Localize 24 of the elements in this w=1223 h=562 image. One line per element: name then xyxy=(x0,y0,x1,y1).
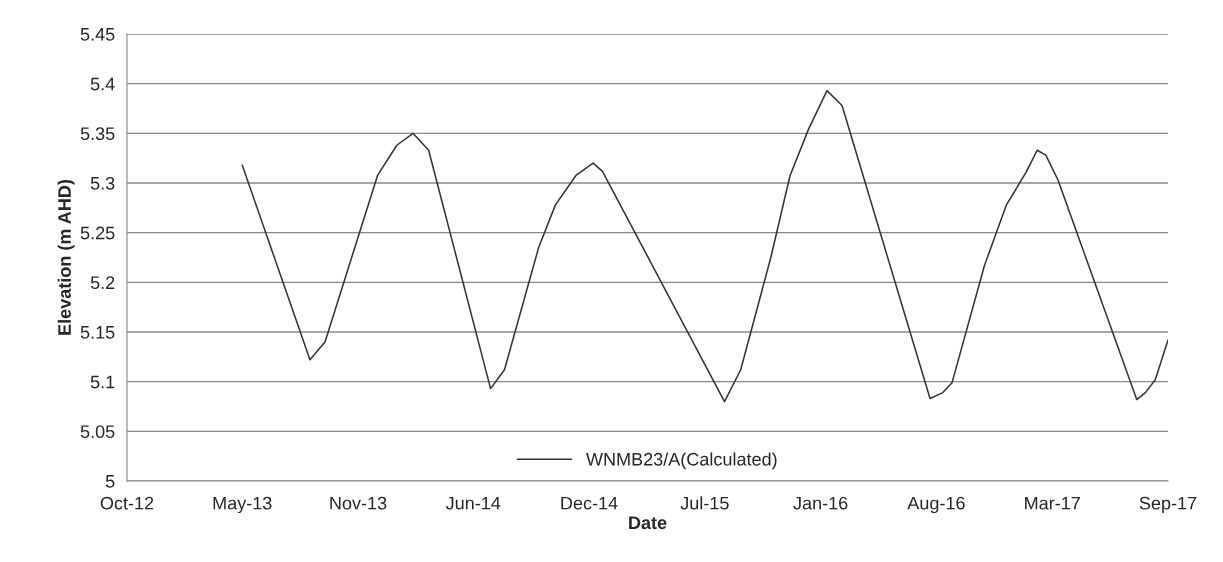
x-tick-label: May-13 xyxy=(213,496,272,514)
x-tick-label: Sep-17 xyxy=(1139,496,1197,514)
x-tick-label: Mar-17 xyxy=(1025,496,1080,510)
y-tick-label: 5.2 xyxy=(90,276,115,290)
x-tick-label: Aug-16 xyxy=(907,496,965,514)
x-axis-title: Date xyxy=(629,516,667,530)
x-tick-label: Oct-12 xyxy=(100,496,154,510)
x-tick-label: Jan-16 xyxy=(793,496,848,510)
y-axis-title: Elevation (m AHD) xyxy=(57,179,75,335)
line-series xyxy=(241,89,1168,403)
x-tick-label: Dec-14 xyxy=(561,496,618,510)
y-tick-label: 5.35 xyxy=(80,127,115,141)
y-tick-label: 5.1 xyxy=(90,375,115,389)
y-tick-label: 5.3 xyxy=(90,176,115,190)
x-tick-label: Nov-13 xyxy=(330,496,387,510)
y-tick-label: 5 xyxy=(105,475,115,488)
y-tick-label: 5.4 xyxy=(90,77,115,91)
y-tick-label: 5.15 xyxy=(80,326,115,339)
x-tick-label: Jul-15 xyxy=(680,496,729,510)
x-tick-label: Jun-14 xyxy=(445,496,501,510)
y-tick-label: 5.05 xyxy=(80,425,115,439)
y-tick-label: 5.25 xyxy=(80,226,115,240)
legend-label: WNMB23/A(Calculated) xyxy=(586,452,777,470)
y-tick-label: 5.45 xyxy=(80,28,115,41)
